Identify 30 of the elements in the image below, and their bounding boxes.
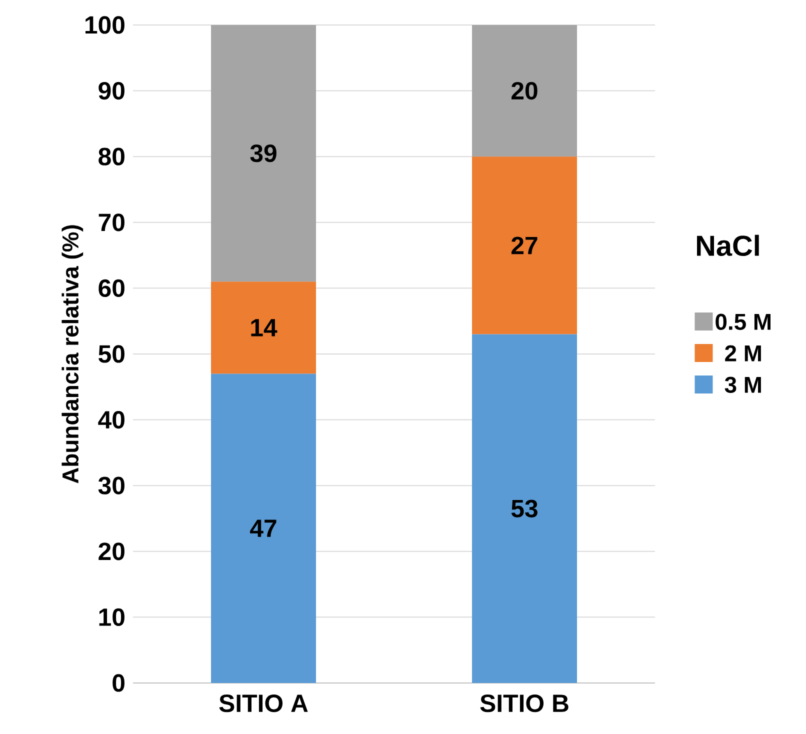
x-tick-label: SITIO A <box>219 694 308 712</box>
x-tick-label: SITIO B <box>480 694 568 712</box>
y-tick-label: 10 <box>99 608 124 626</box>
data-label: 20 <box>512 82 538 100</box>
y-tick-label: 60 <box>98 279 124 298</box>
bar <box>211 374 316 683</box>
y-tick-label: 30 <box>98 476 124 494</box>
data-label: 47 <box>250 520 276 537</box>
y-tick-label: 70 <box>98 214 124 232</box>
bar <box>211 282 316 374</box>
y-tick-label: 80 <box>98 148 124 166</box>
y-axis-title: Abundancia relativa (%) <box>62 225 84 484</box>
y-tick-label: 0 <box>112 674 124 692</box>
y-tick-label: 20 <box>98 542 124 560</box>
data-label: 39 <box>250 144 276 162</box>
bar <box>472 156 578 334</box>
legend-title: NaCl <box>697 234 759 256</box>
y-tick-label: 90 <box>98 82 124 100</box>
bar <box>211 24 316 282</box>
bar <box>472 334 578 683</box>
y-tick-label: 100 <box>85 16 124 34</box>
bar <box>472 24 578 157</box>
data-label: 27 <box>512 236 538 254</box>
legend-label: 3 M <box>724 376 761 393</box>
data-label: 53 <box>511 500 538 518</box>
y-tick-label: 50 <box>98 345 124 363</box>
data-label: 14 <box>251 319 278 336</box>
y-tick-label: 40 <box>98 410 124 429</box>
legend-label: 2 M <box>725 345 761 362</box>
legend-label: 0.5 M <box>716 314 770 330</box>
